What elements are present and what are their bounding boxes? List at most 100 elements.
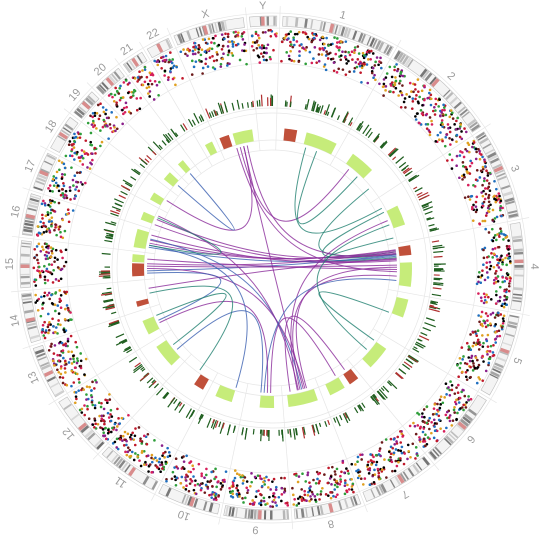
scatter-point <box>66 306 70 310</box>
scatter-point <box>181 466 185 469</box>
scatter-point <box>450 424 454 427</box>
scatter-point <box>369 453 372 456</box>
scatter-point <box>69 311 72 314</box>
scatter-point <box>486 345 490 348</box>
scatter-point <box>341 459 345 463</box>
scatter-point <box>333 36 336 39</box>
scatter-point <box>184 479 188 482</box>
scatter-point <box>197 462 201 466</box>
scatter-point <box>102 118 106 122</box>
ideogram-band <box>369 37 376 47</box>
scatter-point <box>280 59 283 63</box>
scatter-point <box>61 256 64 260</box>
scatter-point <box>483 165 487 168</box>
chromosome-separator <box>11 278 155 293</box>
link-purple <box>243 146 304 390</box>
tick-mark <box>144 158 150 163</box>
scatter-point <box>350 462 354 466</box>
scatter-point <box>475 334 479 338</box>
scatter-point <box>466 183 470 187</box>
scatter-point <box>99 405 103 409</box>
ideogram-band <box>250 509 254 519</box>
scatter-point <box>108 393 111 396</box>
scatter-point <box>495 277 498 280</box>
scatter-point <box>435 439 439 443</box>
scatter-point <box>308 499 311 503</box>
ideogram-band <box>76 107 85 116</box>
scatter-point <box>65 362 68 366</box>
scatter-point <box>143 68 147 71</box>
scatter-point <box>297 60 301 63</box>
scatter-point <box>291 45 295 49</box>
scatter-point <box>111 442 115 445</box>
ideogram-band <box>295 509 299 519</box>
tick-mark <box>167 397 176 408</box>
scatter-point <box>231 492 235 496</box>
cnv-segment-loss <box>131 263 145 277</box>
scatter-point <box>354 463 357 466</box>
scatter-point <box>260 44 264 47</box>
scatter-point <box>467 150 471 154</box>
scatter-point <box>66 212 69 216</box>
ideogram-band <box>34 348 45 355</box>
scatter-point <box>96 422 100 426</box>
scatter-point <box>385 476 388 479</box>
scatter-point <box>41 323 45 327</box>
scatter-point <box>116 407 119 411</box>
tick-mark <box>115 333 125 339</box>
ideogram-band <box>71 413 80 421</box>
scatter-point <box>62 343 66 347</box>
scatter-point <box>374 78 377 82</box>
scatter-point <box>175 476 179 480</box>
scatter-point <box>394 459 398 463</box>
scatter-point <box>75 171 79 174</box>
scatter-point <box>292 59 296 63</box>
scatter-point <box>489 264 493 268</box>
scatter-point <box>253 475 257 479</box>
scatter-point <box>36 308 40 312</box>
ideogram-band <box>24 219 34 224</box>
scatter-point <box>65 304 69 307</box>
scatter-point <box>127 413 130 417</box>
scatter-point <box>312 57 315 60</box>
scatter-point <box>310 40 314 44</box>
tick-mark <box>420 332 428 336</box>
scatter-point <box>486 324 490 327</box>
tick-mark <box>106 304 115 307</box>
scatter-point <box>441 108 444 112</box>
scatter-point <box>463 127 466 130</box>
scatter-point <box>245 62 248 66</box>
scatter-point <box>482 360 485 363</box>
ideogram-band <box>493 365 503 372</box>
ideogram-band <box>514 264 524 268</box>
scatter-point <box>344 40 348 43</box>
ideogram-band <box>434 446 442 455</box>
scatter-point <box>443 396 446 399</box>
tick-mark <box>289 101 292 108</box>
tick-mark <box>140 366 145 371</box>
scatter-point <box>410 90 413 93</box>
scatter-point <box>57 370 61 374</box>
scatter-point <box>41 307 44 310</box>
scatter-point <box>121 434 125 438</box>
ideogram-band <box>372 38 378 48</box>
scatter-point <box>298 495 302 499</box>
scatter-point <box>197 51 200 54</box>
scatter-point <box>455 133 459 137</box>
scatter-point <box>373 468 376 472</box>
scatter-point <box>352 490 355 494</box>
centromere <box>131 57 140 68</box>
tick-mark <box>109 234 114 237</box>
scatter-point <box>366 463 370 467</box>
tick-mark <box>398 161 407 169</box>
scatter-point <box>181 77 184 80</box>
scatter-point <box>475 150 478 154</box>
scatter-point <box>481 379 485 382</box>
cnv-segment-gain <box>287 388 318 408</box>
scatter-point <box>323 46 327 50</box>
scatter-point <box>106 401 109 405</box>
scatter-point <box>60 250 63 254</box>
scatter-point <box>70 350 74 354</box>
scatter-point <box>280 40 284 44</box>
scatter-point <box>283 36 286 40</box>
